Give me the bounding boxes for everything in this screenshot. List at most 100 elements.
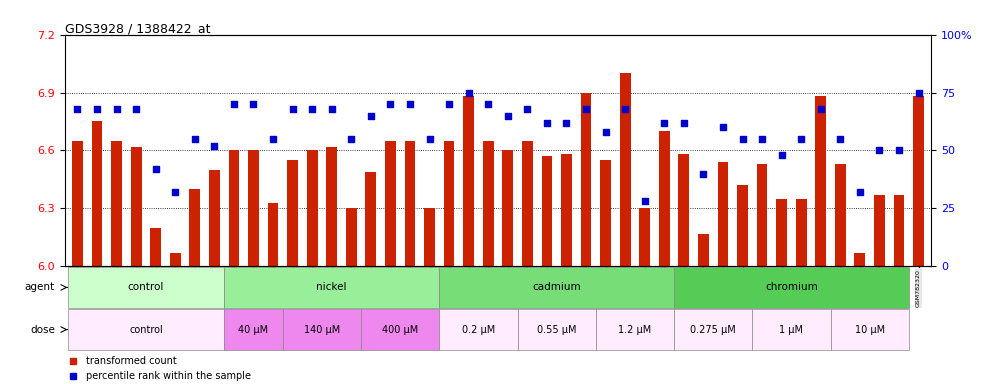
Bar — [796, 199, 807, 266]
Bar — [287, 160, 298, 266]
Bar — [92, 121, 103, 266]
Point — [324, 106, 340, 112]
Bar — [757, 164, 768, 266]
Text: 140 μM: 140 μM — [304, 324, 340, 334]
Bar — [831, 310, 908, 350]
Bar — [855, 253, 866, 266]
Text: 400 μM: 400 μM — [382, 324, 418, 334]
Bar — [307, 151, 318, 266]
Text: 10 μM: 10 μM — [855, 324, 884, 334]
Bar — [283, 310, 362, 350]
Text: 0.2 μM: 0.2 μM — [462, 324, 495, 334]
Text: 0.275 μM: 0.275 μM — [690, 324, 736, 334]
Point — [813, 106, 829, 112]
Bar — [678, 154, 689, 266]
Bar — [362, 310, 439, 350]
Text: cadmium: cadmium — [533, 283, 581, 293]
Bar — [542, 156, 552, 266]
Bar — [439, 267, 674, 308]
Bar — [346, 209, 357, 266]
Point — [598, 129, 614, 135]
Point — [167, 189, 183, 195]
Bar — [248, 151, 259, 266]
Bar — [439, 310, 518, 350]
Bar — [659, 131, 669, 266]
Bar — [835, 164, 846, 266]
Bar — [698, 233, 709, 266]
Point — [363, 113, 378, 119]
Point — [500, 113, 516, 119]
Text: 1 μM: 1 μM — [780, 324, 804, 334]
Text: control: control — [129, 324, 162, 334]
Bar — [776, 199, 787, 266]
Bar — [620, 73, 630, 266]
Point — [754, 136, 770, 142]
Bar — [224, 267, 439, 308]
Point — [578, 106, 594, 112]
Bar — [327, 147, 337, 266]
Point — [402, 101, 418, 107]
Point — [128, 106, 144, 112]
Bar — [596, 310, 674, 350]
Point — [910, 89, 926, 96]
Bar — [601, 160, 611, 266]
Point — [246, 101, 262, 107]
Bar — [112, 141, 122, 266]
Point — [382, 101, 398, 107]
Point — [656, 119, 672, 126]
Text: GDS3928 / 1388422_at: GDS3928 / 1388422_at — [65, 22, 210, 35]
Point — [344, 136, 360, 142]
Text: percentile rank within the sample: percentile rank within the sample — [87, 371, 251, 381]
Bar — [170, 253, 180, 266]
Text: 1.2 μM: 1.2 μM — [619, 324, 651, 334]
Bar — [639, 209, 650, 266]
Bar — [228, 151, 239, 266]
Point — [304, 106, 320, 112]
Bar — [68, 310, 224, 350]
Bar — [561, 154, 572, 266]
Point — [147, 166, 163, 172]
Bar — [752, 310, 831, 350]
Bar — [463, 96, 474, 266]
Bar — [404, 141, 415, 266]
Point — [695, 170, 711, 177]
Point — [70, 106, 86, 112]
Bar — [502, 151, 513, 266]
Bar — [717, 162, 728, 266]
Point — [734, 136, 750, 142]
Bar — [444, 141, 454, 266]
Bar — [150, 228, 161, 266]
Bar — [209, 170, 220, 266]
Point — [187, 136, 203, 142]
Point — [441, 101, 457, 107]
Point — [833, 136, 849, 142]
Point — [636, 199, 652, 205]
Point — [872, 147, 887, 154]
Point — [461, 89, 477, 96]
Bar — [224, 310, 283, 350]
Text: dose: dose — [30, 324, 55, 334]
Bar — [522, 141, 533, 266]
Bar — [816, 96, 826, 266]
Point — [618, 106, 633, 112]
Bar — [737, 185, 748, 266]
Point — [715, 124, 731, 130]
Point — [559, 119, 575, 126]
Text: 0.55 μM: 0.55 μM — [537, 324, 577, 334]
Text: chromium: chromium — [765, 283, 818, 293]
Bar — [130, 147, 141, 266]
Point — [793, 136, 809, 142]
Bar — [674, 267, 908, 308]
Bar — [518, 310, 596, 350]
Point — [421, 136, 437, 142]
Point — [265, 136, 281, 142]
Text: 40 μM: 40 μM — [238, 324, 269, 334]
Bar — [424, 209, 435, 266]
Point — [891, 147, 907, 154]
Point — [676, 119, 692, 126]
Point — [480, 101, 496, 107]
Bar — [72, 141, 83, 266]
Point — [226, 101, 242, 107]
Bar — [913, 96, 924, 266]
Text: agent: agent — [25, 283, 55, 293]
